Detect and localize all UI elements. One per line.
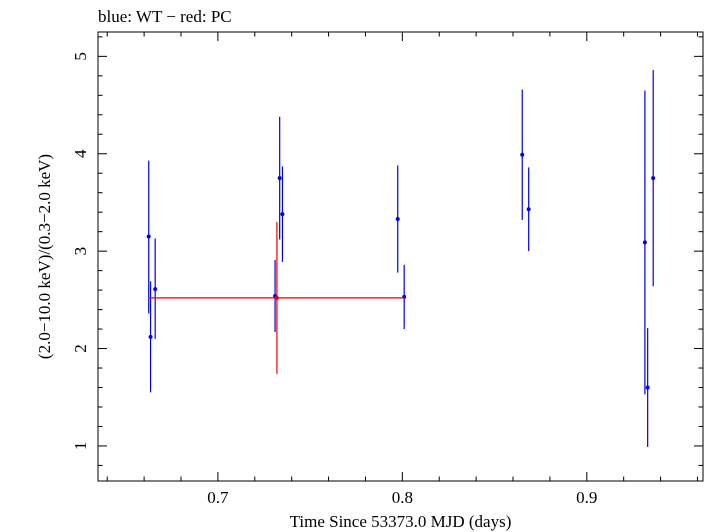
y-tick-label: 5 [71,52,90,61]
chart-title: blue: WT − red: PC [98,7,232,26]
axis-tick-labels: 0.7 0.8 0.9 1 2 3 4 5 [71,52,598,507]
data-point [153,287,158,292]
y-tick-label: 2 [71,344,90,353]
data-point [520,152,525,157]
data-point [280,212,285,217]
x-axis-label: Time Since 53373.0 MJD (days) [290,512,512,531]
x-tick-label: 0.7 [207,488,229,507]
data-point [274,295,279,300]
y-tick-label: 3 [71,247,90,256]
y-axis-label: (2.0−10.0 keV)/(0.3−2.0 keV) [35,154,54,359]
data-point [277,176,282,181]
series-1 [148,221,405,374]
axis-ticks [98,32,703,481]
data-point [148,334,153,339]
data-point [645,385,650,390]
series-0 [146,69,656,447]
data-point [146,234,151,239]
data-point [395,217,400,222]
x-tick-label: 0.9 [576,488,597,507]
data-series [146,69,656,447]
data-point [651,176,656,181]
data-point [526,207,531,212]
y-tick-label: 1 [71,442,90,451]
y-tick-label: 4 [71,149,90,158]
data-point [642,240,647,245]
x-tick-label: 0.8 [392,488,413,507]
plot-frame [97,31,704,482]
